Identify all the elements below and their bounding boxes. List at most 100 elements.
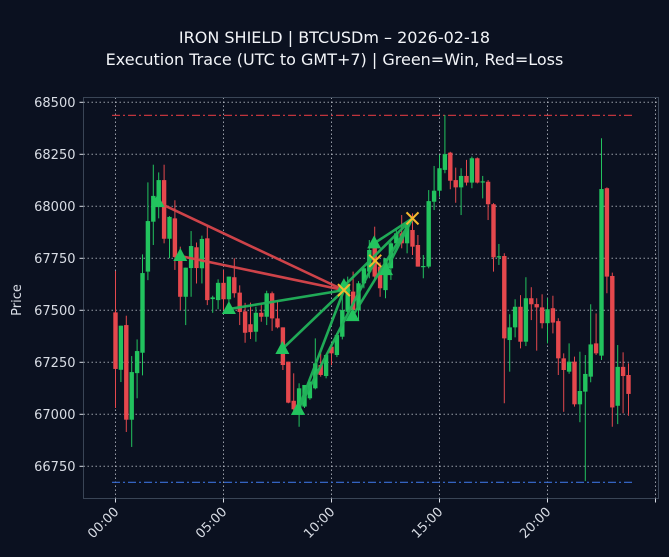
trade-line-win	[281, 288, 346, 351]
trade-line-win	[296, 259, 377, 412]
entry-triangle-icon	[379, 262, 394, 276]
candle-body	[518, 306, 523, 342]
candle-body	[485, 181, 491, 205]
candle-body	[469, 158, 475, 183]
candle-body	[129, 372, 134, 420]
candle-body	[118, 325, 124, 370]
candle-body	[626, 374, 631, 394]
trade-lines	[156, 200, 414, 412]
candle-body	[502, 256, 507, 339]
candle-body	[529, 298, 534, 305]
entry-triangle-icon	[367, 235, 382, 249]
candle-body	[248, 324, 253, 333]
candle-body	[453, 180, 458, 188]
candle-body	[480, 181, 485, 183]
y-tick-label: 67250	[34, 356, 75, 371]
x-tick-label: 10:00	[301, 505, 338, 542]
candle-body	[113, 312, 118, 369]
exit-x-icon	[337, 283, 351, 297]
candle-body	[275, 318, 280, 328]
candle-body	[259, 312, 264, 317]
candle-body	[377, 266, 383, 289]
candle-body	[356, 283, 361, 311]
candle-body	[577, 391, 583, 405]
candle-body	[512, 306, 518, 328]
candle-body	[523, 298, 529, 342]
trade-line-win	[296, 288, 346, 412]
candle-body	[253, 312, 259, 332]
candle-body	[318, 365, 323, 375]
candle-body	[237, 292, 242, 312]
candle-body	[410, 230, 415, 247]
candle-body	[539, 307, 545, 324]
candle-body	[437, 168, 442, 191]
candle-body	[178, 256, 183, 297]
candle-body	[599, 189, 604, 356]
candle-body	[140, 273, 145, 353]
candle-body	[464, 175, 469, 183]
candle-body	[215, 282, 221, 301]
candle-body	[145, 221, 151, 272]
trade-line-loss	[179, 254, 346, 292]
candle-body	[172, 218, 178, 258]
candle-body	[491, 204, 496, 258]
candle-body	[134, 351, 140, 374]
candle-body	[156, 180, 161, 206]
candle-body	[404, 223, 410, 244]
trade-line-win	[372, 217, 414, 245]
trade-line-win	[227, 288, 346, 311]
candle-body	[620, 366, 626, 377]
entry-triangle-icon	[150, 194, 165, 208]
candle-body	[561, 358, 566, 370]
entry-triangle-icon	[221, 301, 236, 315]
candle-body	[210, 297, 215, 300]
axes-frame	[83, 97, 659, 499]
candle-body	[183, 267, 188, 297]
x-axis: 00:00 05:00 10:00 15:00 20:00	[85, 498, 656, 542]
y-axis-label: Price	[10, 284, 25, 316]
candle-body	[615, 366, 620, 406]
candle-body	[593, 343, 599, 354]
candle-body	[550, 308, 556, 323]
candle-body	[415, 244, 421, 267]
candle-body	[221, 282, 226, 300]
candle-body	[475, 158, 480, 183]
candle-body	[583, 373, 588, 392]
y-tick-label: 67000	[34, 408, 75, 423]
y-tick-label: 68000	[34, 200, 75, 215]
y-tick-label: 68250	[34, 148, 75, 163]
candle-body	[329, 346, 334, 354]
candle-body	[151, 195, 156, 222]
candle-body	[269, 293, 275, 319]
candle-body	[572, 361, 577, 405]
entry-triangle-icon	[345, 308, 360, 322]
y-tick-label: 66750	[34, 460, 75, 475]
candle-body	[124, 325, 129, 420]
trade-markers	[150, 194, 420, 415]
candle-body	[232, 277, 237, 294]
candle-body	[167, 216, 172, 239]
candle-body	[307, 381, 313, 399]
candle-body	[448, 152, 453, 181]
candle-body	[534, 304, 539, 308]
candle-body	[334, 335, 340, 356]
trade-line-win	[351, 217, 414, 318]
exit-x-icon	[368, 254, 382, 268]
candle-body	[545, 309, 550, 324]
y-tick-label: 67750	[34, 252, 75, 267]
x-tick-label: 05:00	[193, 505, 230, 542]
candle-body	[345, 284, 350, 312]
candle-body	[426, 201, 431, 267]
trade-line-loss	[156, 200, 346, 292]
candle-body	[507, 327, 512, 341]
trade-line-win	[384, 217, 414, 272]
candle-body	[242, 311, 248, 333]
x-tick-label: 15:00	[409, 505, 446, 542]
candle-body	[296, 388, 302, 410]
entry-triangle-icon	[275, 340, 290, 354]
candle-body	[496, 256, 502, 258]
trade-line-win	[342, 217, 414, 288]
price-levels	[112, 114, 632, 483]
candle-body	[431, 190, 437, 202]
